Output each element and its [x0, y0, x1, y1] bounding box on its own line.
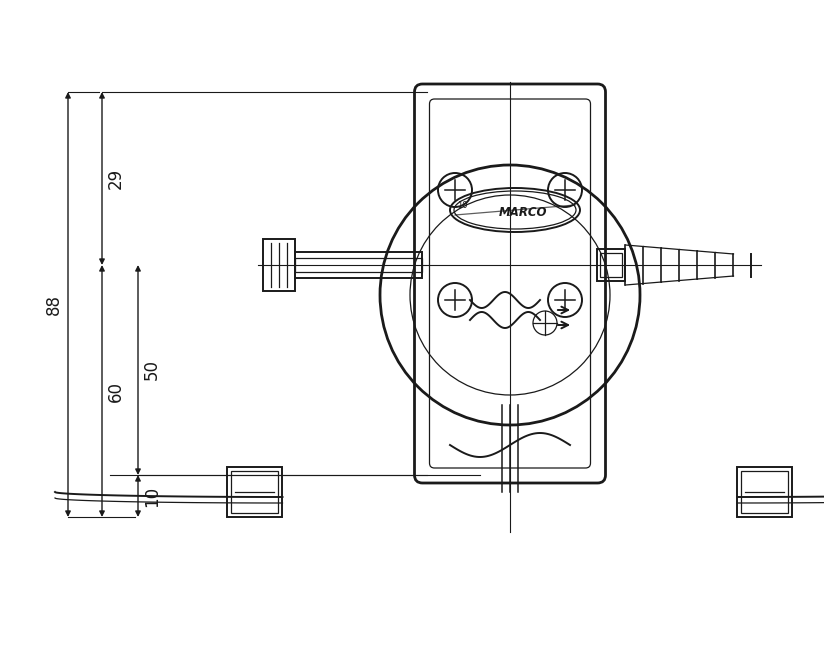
Bar: [232, 471, 279, 513]
Text: 50: 50: [143, 360, 161, 381]
Bar: [227, 467, 283, 517]
Bar: [737, 467, 793, 517]
Text: 88: 88: [45, 294, 63, 315]
Bar: [263, 239, 295, 291]
Text: 60: 60: [107, 381, 125, 402]
Bar: [597, 249, 625, 281]
Bar: [295, 252, 423, 278]
Bar: [742, 471, 789, 513]
Text: 29: 29: [107, 168, 125, 189]
Text: 10: 10: [456, 201, 467, 211]
Bar: [601, 253, 622, 277]
Text: MARCO: MARCO: [499, 207, 547, 220]
Text: 10: 10: [143, 485, 161, 507]
Bar: [295, 258, 423, 272]
